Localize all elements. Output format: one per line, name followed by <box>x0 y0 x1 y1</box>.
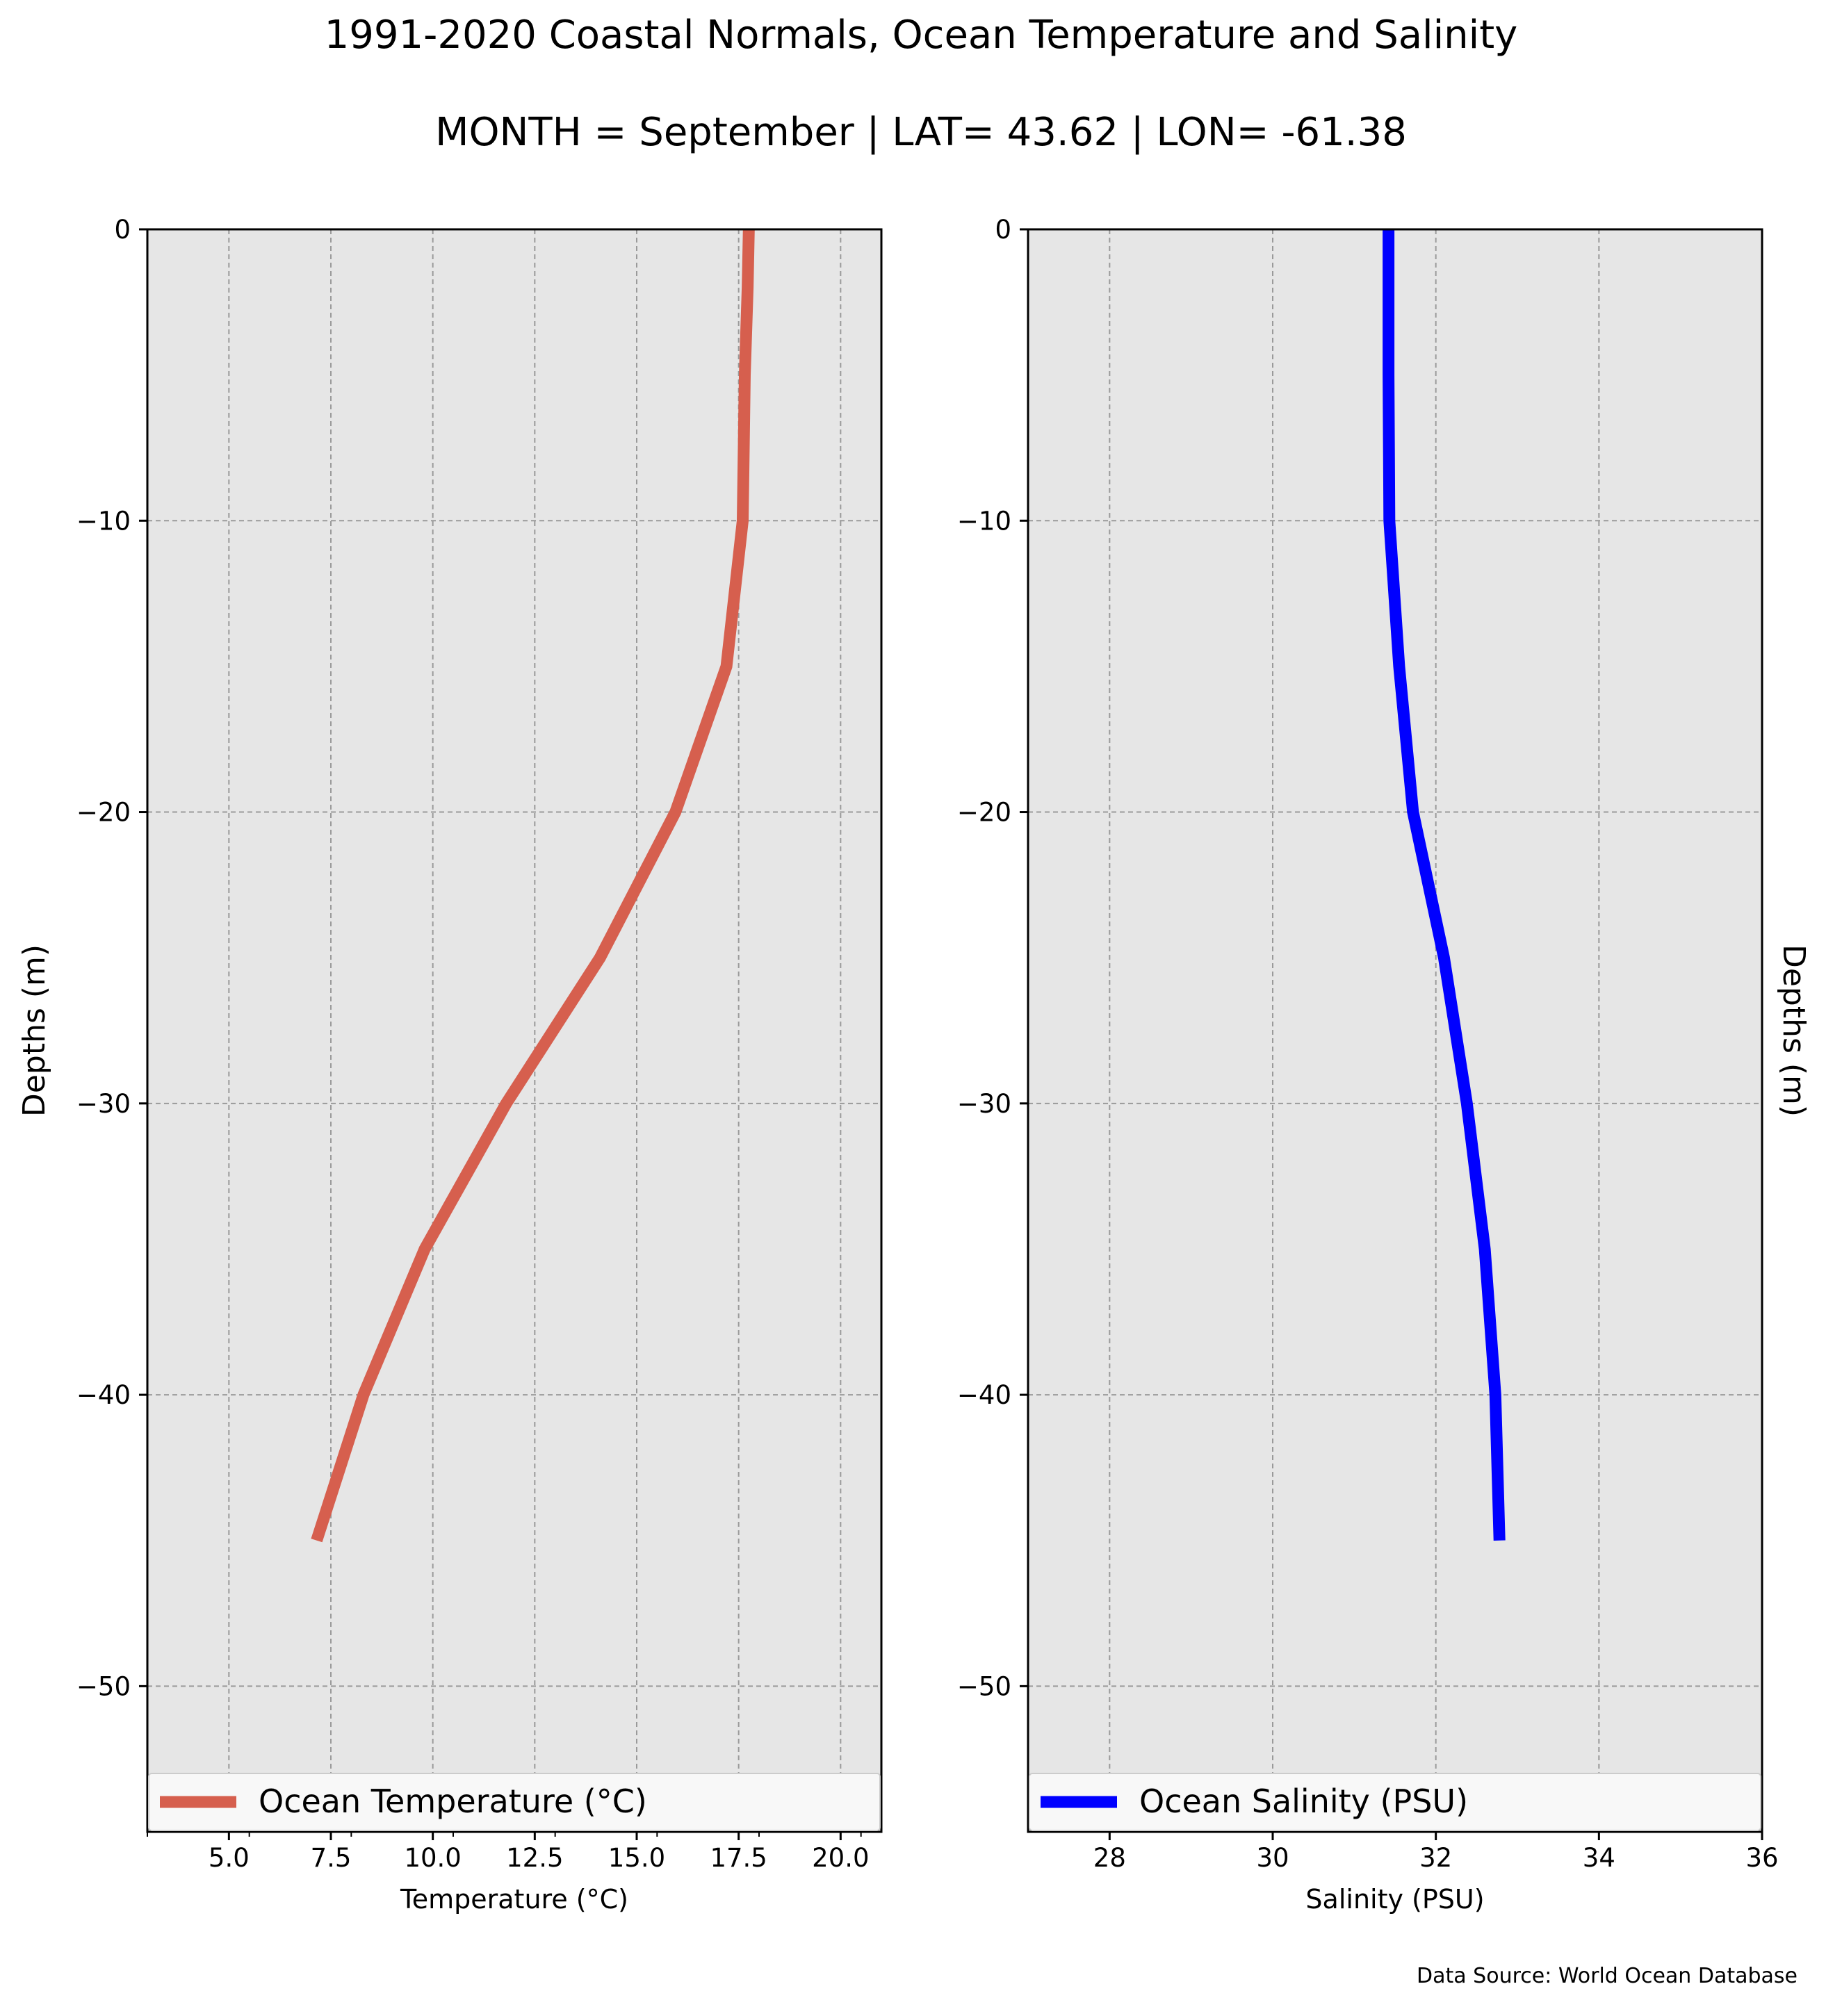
chart-title: 1991-2020 Coastal Normals, Ocean Tempera… <box>324 13 1518 58</box>
plot-background <box>147 229 881 1832</box>
x-axis-label: Salinity (PSU) <box>1305 1884 1484 1915</box>
y-tick-label: −30 <box>76 1089 131 1119</box>
y-tick-label: −40 <box>76 1380 131 1410</box>
legend-box <box>148 1773 881 1831</box>
chart-subtitle: MONTH = September | LAT= 43.62 | LON= -6… <box>435 110 1407 155</box>
y-tick-label: 0 <box>114 215 131 245</box>
y-tick-label: −40 <box>957 1380 1011 1410</box>
x-tick-label: 28 <box>1093 1843 1126 1873</box>
y-tick-label: −50 <box>957 1671 1011 1701</box>
legend: Ocean Salinity (PSU) <box>1029 1773 1761 1831</box>
series-line <box>1383 229 1506 1541</box>
x-tick-label: 12.5 <box>506 1843 563 1873</box>
x-tick-label: 10.0 <box>404 1843 461 1873</box>
x-tick-label: 17.5 <box>710 1843 767 1873</box>
legend-box <box>1029 1773 1761 1831</box>
legend: Ocean Temperature (°C) <box>148 1773 881 1831</box>
subplot-1: 5.0 7.5 10.0 12.5 15.0 17.5 20.0 0 −10 −20 −30 −40 −… <box>17 215 883 1915</box>
x-axis-label: Temperature (°C) <box>400 1884 628 1915</box>
y-tick-label: −10 <box>957 506 1011 536</box>
y-axis-label: Depths (m) <box>17 944 52 1117</box>
legend-label: Ocean Temperature (°C) <box>259 1783 647 1820</box>
x-tick-label: 7.5 <box>311 1843 352 1873</box>
y-axis-label: Depths (m) <box>1776 944 1811 1117</box>
y-tick-label: 0 <box>995 215 1011 245</box>
subplot-2: 28 30 32 34 36 0 −10 −20 −30 −40 −50 Salinity (PSU)… <box>957 215 1811 1915</box>
y-tick-label: −20 <box>957 798 1011 828</box>
legend-label: Ocean Salinity (PSU) <box>1139 1783 1468 1820</box>
series-line <box>311 229 755 1543</box>
x-tick-label: 36 <box>1745 1843 1778 1873</box>
x-tick-label: 20.0 <box>812 1843 869 1873</box>
y-tick-label: −50 <box>76 1671 131 1701</box>
x-tick-label: 5.0 <box>209 1843 250 1873</box>
axes-frame <box>1027 228 1763 1833</box>
x-tick-label: 30 <box>1256 1843 1289 1873</box>
axes-frame <box>146 228 883 1833</box>
plot-background <box>1028 229 1762 1832</box>
data-source-note: Data Source: World Ocean Database <box>1417 1964 1798 1988</box>
x-tick-label: 32 <box>1419 1843 1452 1873</box>
y-tick-label: −20 <box>76 798 131 828</box>
x-tick-label: 34 <box>1583 1843 1615 1873</box>
x-tick-label: 15.0 <box>608 1843 665 1873</box>
y-tick-label: −10 <box>76 506 131 536</box>
y-tick-label: −30 <box>957 1089 1011 1119</box>
